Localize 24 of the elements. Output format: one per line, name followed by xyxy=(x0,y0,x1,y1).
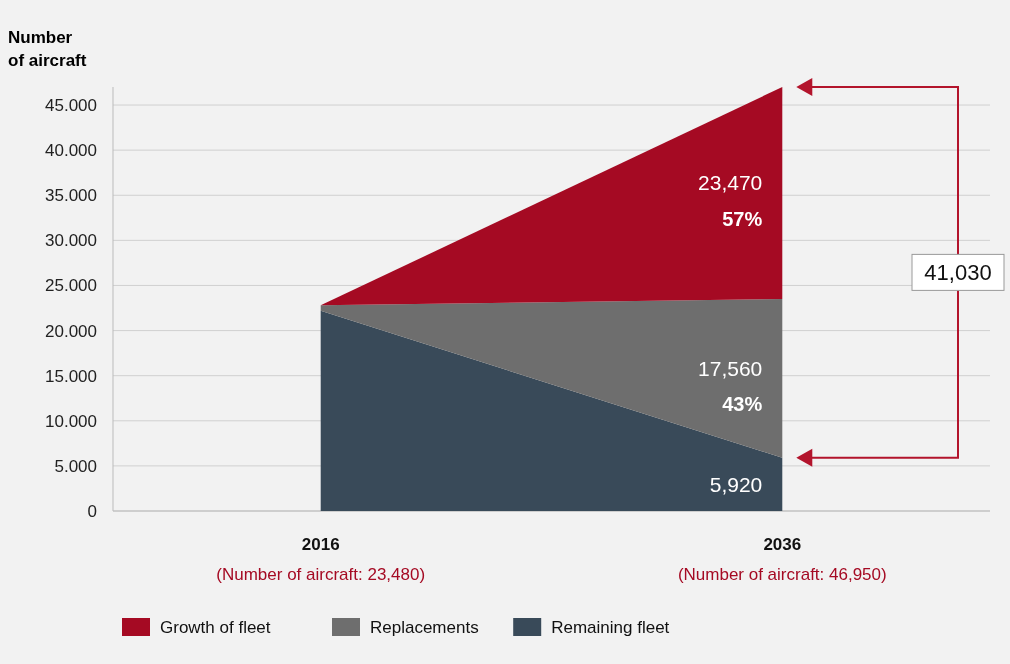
text: (Number of aircraft: 23,480) xyxy=(216,565,426,584)
y-tick-label: 30.000 xyxy=(45,231,97,251)
y-tick-label: 15.000 xyxy=(45,366,97,386)
annotation: 57% xyxy=(722,208,763,230)
y-tick-label: 5.000 xyxy=(54,456,97,476)
y-tick-label: 40.000 xyxy=(45,141,97,161)
y-axis-title: Number of aircraft xyxy=(8,28,87,70)
annotation: 43% xyxy=(722,393,763,416)
legend-label: Replacements xyxy=(370,617,479,637)
legend-label: Growth of fleet xyxy=(160,617,271,637)
y-tick-label: 20.000 xyxy=(45,321,97,341)
x-tick-label: 2036 xyxy=(763,535,802,554)
y-tick-label: 45.000 xyxy=(45,95,97,115)
annotation: 5,920 xyxy=(709,472,763,496)
text: (Number of aircraft: 46,950) xyxy=(677,565,887,584)
legend-label: Remaining fleet xyxy=(551,617,670,637)
y-tick-label: 35.000 xyxy=(45,186,97,206)
y-tick-label: 25.000 xyxy=(45,276,97,296)
annotation: 17,560 xyxy=(698,356,763,380)
y-tick-label: 10.000 xyxy=(45,411,97,431)
annotation: 23,470 xyxy=(698,171,763,195)
y-tick-label: 0 xyxy=(87,501,97,521)
annotation: 41,030 xyxy=(924,260,992,286)
x-tick-label: 2016 xyxy=(301,535,340,554)
